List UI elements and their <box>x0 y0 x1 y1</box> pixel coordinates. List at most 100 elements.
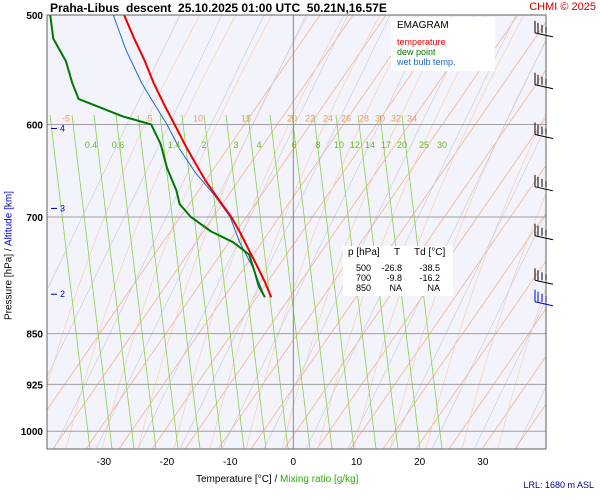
table-cell-td: -38.5 <box>419 263 440 273</box>
legend-title: EMAGRAM <box>397 20 449 31</box>
x-tick-label: -10 <box>223 457 238 468</box>
mixing-ratio-label: 10 <box>334 140 344 150</box>
legend-dewpoint: dew point <box>397 47 436 57</box>
mixing-ratio-line <box>159 114 201 449</box>
plot-background <box>47 15 546 449</box>
plot-area <box>47 15 600 449</box>
dry-adiabat-label: 10 <box>193 113 203 123</box>
table-cell-td: NA <box>427 283 440 293</box>
isotherm-line <box>558 15 600 449</box>
x-axis-title-mixing: Mixing ratio [g/kg] <box>280 474 359 485</box>
y-tick-label: 600 <box>26 120 43 131</box>
moist-adiabat-line <box>47 15 201 387</box>
isotherm-line <box>347 39 546 449</box>
x-axis-title: Temperature [°C] / Mixing ratio [g/kg] <box>196 474 358 485</box>
mixing-ratio-line <box>269 114 311 449</box>
wind-barb-shaft <box>534 133 554 139</box>
table-cell-p: 850 <box>355 283 371 293</box>
moist-adiabat-line <box>173 15 345 449</box>
y-tick-label: 1000 <box>21 427 44 438</box>
mixing-ratio-label: 30 <box>437 140 447 150</box>
dry-adiabat-label: 20 <box>287 113 297 123</box>
table-header-p: p [hPa] <box>348 247 380 258</box>
mixing-ratio-label: 4 <box>256 140 261 150</box>
isotherm-line <box>431 212 546 449</box>
mixing-ratio-line <box>93 114 135 449</box>
x-axis-title-sep: / <box>274 474 278 485</box>
mixing-ratio-label: 14 <box>365 140 375 150</box>
dry-adiabat-line <box>283 69 546 449</box>
dry-adiabat-line <box>415 260 546 449</box>
isotherm-line <box>263 15 475 449</box>
lrl-label: LRL: 1680 m ASL <box>523 480 594 490</box>
mixing-ratio-line <box>137 114 179 449</box>
dry-adiabat-line <box>217 15 519 449</box>
x-tick-label: 10 <box>351 457 363 468</box>
isotherm-line <box>179 15 391 449</box>
table-cell-t: -9.8 <box>386 273 402 283</box>
wind-barb-icon <box>534 289 554 307</box>
x-tick-label: -20 <box>160 457 175 468</box>
table-header-td: Td [°C] <box>414 247 446 258</box>
mixing-ratio-label: 17 <box>381 140 391 150</box>
x-axis-title-temp: Temperature [°C] <box>196 474 272 485</box>
dry-adiabat-line <box>481 355 546 449</box>
altitude-tick-label: 2 <box>60 289 65 299</box>
y-tick-label: 500 <box>26 11 43 22</box>
mixing-ratio-line <box>115 114 157 449</box>
moist-adiabat-line <box>461 192 546 449</box>
moist-adiabat-line <box>101 15 273 449</box>
legend-temperature: temperature <box>397 37 446 47</box>
moist-adiabat-line <box>65 15 237 449</box>
summary-table: p [hPa] T Td [°C] 500 -26.8 -38.5 700 -9… <box>343 246 453 296</box>
wind-barb-shaft <box>534 84 554 90</box>
wind-barb-icon <box>534 20 554 38</box>
mixing-ratio-label: 3 <box>233 140 238 150</box>
dry-adiabat-label: 28 <box>359 113 369 123</box>
isotherm-line <box>47 15 223 378</box>
moist-adiabat-line <box>245 15 417 449</box>
altitude-tick-label: 4 <box>60 123 65 133</box>
y-axis-title-sep: / <box>3 248 15 252</box>
moist-adiabat-line <box>353 15 525 449</box>
isotherm-line <box>95 15 307 449</box>
mixing-ratio-line <box>225 114 267 449</box>
mixing-ratio-line <box>247 114 289 449</box>
mixing-ratio-line <box>291 114 333 449</box>
mixing-ratio-label: 0.6 <box>112 140 125 150</box>
dewpoint-profile-line <box>49 15 266 298</box>
wetbulb-profile-line <box>112 15 266 298</box>
mixing-ratio-line <box>71 114 113 449</box>
dry-adiabat-label: 32 <box>391 113 401 123</box>
mixing-ratio-label: 1.4 <box>168 140 181 150</box>
isotherm-line <box>305 15 517 449</box>
dry-adiabat-line <box>448 307 546 449</box>
dry-adiabat-label: 15 <box>241 113 251 123</box>
moist-adiabat-line <box>425 112 546 449</box>
isotherm-line <box>137 15 349 449</box>
copyright-text: CHMI © 2025 <box>529 1 596 13</box>
table-cell-td: -16.2 <box>419 273 440 283</box>
dry-adiabat-line <box>349 164 546 449</box>
dry-adiabat-label: 5 <box>147 113 152 123</box>
y-axis-title: Pressure [hPa] / Altitude [km] <box>4 171 15 341</box>
isotherm-line <box>473 299 546 449</box>
mixing-ratio-label: 6 <box>291 140 296 150</box>
mixing-ratio-line <box>181 114 223 449</box>
dry-adiabat-label: 34 <box>407 113 417 123</box>
wind-barb-icon <box>534 122 554 139</box>
isotherm-line <box>53 15 265 449</box>
wind-barb-shaft <box>534 186 554 192</box>
altitude-tick-label: 3 <box>60 203 65 213</box>
wind-barb-icon <box>534 174 554 192</box>
dry-adiabat-label: -5 <box>62 113 70 123</box>
dry-adiabat-label: 22 <box>305 113 315 123</box>
temperature-profile-line <box>123 15 273 298</box>
y-axis-title-altitude: Altitude [km] <box>3 191 15 247</box>
dry-adiabat-line <box>151 15 453 449</box>
dry-adiabat-line <box>47 15 321 411</box>
chart-title: Praha-Libus descent 25.10.2025 01:00 UTC… <box>50 1 387 15</box>
table-cell-t: -26.8 <box>381 263 402 273</box>
